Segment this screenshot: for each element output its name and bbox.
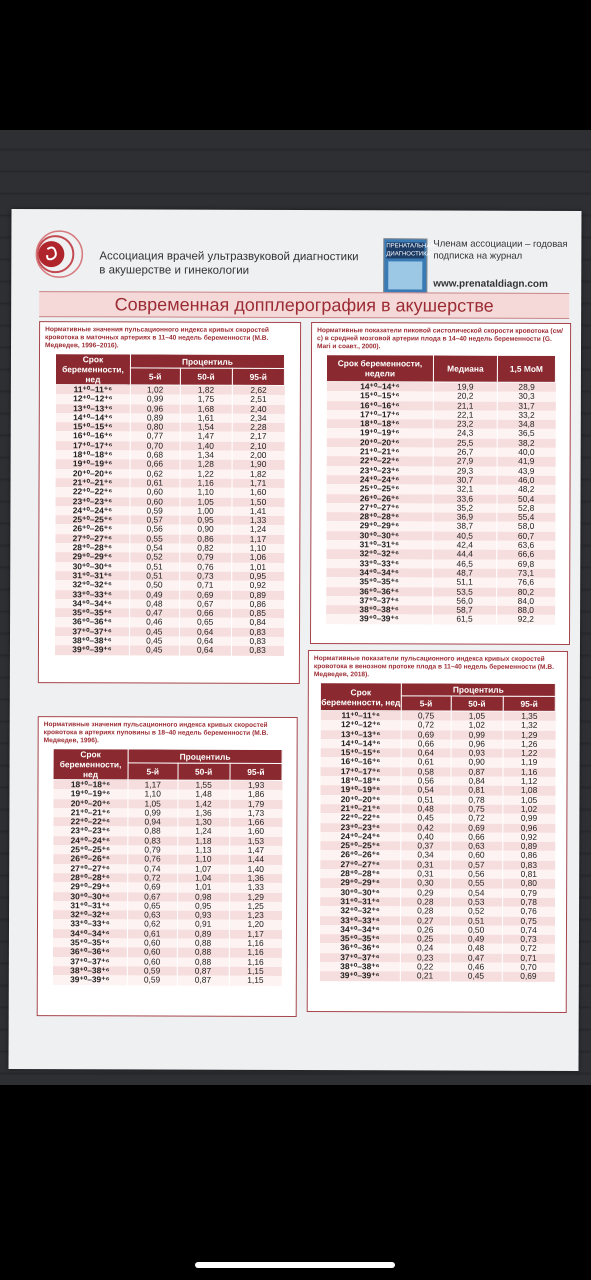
mca-header-median: Медиана <box>433 354 498 383</box>
journal-cover-image <box>388 261 423 290</box>
ductus-header-term: Срок беременности, нед <box>320 682 402 711</box>
poster-header: Ассоциация врачей ультразвуковой диагнос… <box>11 209 581 295</box>
table-row: 39⁺⁰–39⁺⁶ 61,5 92,2 <box>325 614 555 625</box>
ductus-header-p5: 5-й <box>401 695 451 712</box>
table-cell-value: 0,69 <box>502 971 555 982</box>
table-cell-value: 0,45 <box>449 971 503 982</box>
table-cell-value: 0,59 <box>127 975 177 986</box>
table-row: 39⁺⁰–39⁺⁶ 0,59 0,87 1,15 <box>52 974 282 986</box>
uterine-header-percentile: Процентиль <box>130 353 285 369</box>
uterine-artery-card: Нормативные значения пульсационного инде… <box>37 321 302 685</box>
journal-cover: ПРЕНАТАЛЬНАЯ ДИАГНОСТИКА <box>383 238 435 295</box>
table-cell-value: 0,45 <box>129 645 179 656</box>
table-cell-term: 39⁺⁰–39⁺⁶ <box>52 974 128 985</box>
umbilical-table: Срок беременности, нед Процентиль 5-й 50… <box>52 748 283 986</box>
poster-title: Современная допплерография в акушерстве <box>114 294 494 316</box>
poster: Ассоциация врачей ультразвуковой диагнос… <box>8 209 582 1071</box>
title-banner: Современная допплерография в акушерстве <box>39 291 570 319</box>
member-note-line2: подписка на журнал <box>433 250 523 262</box>
photo: Ассоциация врачей ультразвуковой диагнос… <box>0 130 591 1085</box>
journal-title: ПРЕНАТАЛЬНАЯ ДИАГНОСТИКА <box>386 242 435 259</box>
uterine-caption: Нормативные значения пульсационного инде… <box>45 326 269 350</box>
table-cell-value: 0,87 <box>176 975 230 986</box>
umbilical-header-p5: 5-й <box>128 763 178 781</box>
table-cell-term: 39⁺⁰–39⁺⁶ <box>319 970 401 981</box>
table-cell-value: 0,83 <box>231 645 284 656</box>
umbilical-artery-card: Нормативные значения пульсационного инде… <box>36 716 298 1018</box>
umbilical-header-percentile: Процентиль <box>128 748 283 764</box>
member-note-line1: Членам ассоциации – годовая <box>433 238 568 250</box>
association-name-line1: Ассоциация врачей ультразвуковой диагнос… <box>99 250 359 264</box>
umbilical-header-p50: 50-й <box>177 763 230 781</box>
table-row: 39⁺⁰–39⁺⁶ 0,21 0,45 0,69 <box>319 970 555 982</box>
association-logo-icon <box>35 230 84 278</box>
ductus-header-percentile: Процентиль <box>401 682 556 697</box>
mca-header-term: Срок беременности, недели <box>326 354 434 382</box>
table-cell-value: 92,2 <box>496 614 555 625</box>
home-indicator[interactable] <box>195 1262 395 1268</box>
table-row: 39⁺⁰–39⁺⁶ 0,45 0,64 0,83 <box>54 645 284 656</box>
ductus-header-p95: 95-й <box>503 696 556 712</box>
mca-header-mom: 1,5 МоМ <box>497 355 556 383</box>
uterine-table-body: 11⁺⁰–11⁺⁶ 1,02 1,82 2,62 12⁺⁰–12⁺⁶ 0,99 1,75 2,… <box>54 384 285 656</box>
table-cell-value: 0,64 <box>178 645 232 656</box>
umbilical-header-term: Срок беременности, нед <box>53 748 129 780</box>
member-note: Членам ассоциации – годовая подписка на … <box>433 238 573 262</box>
umbilical-table-body: 18⁺⁰–18⁺⁶ 1,17 1,55 1,93 19⁺⁰–19⁺⁶ 1,10 1,48 1,… <box>52 779 283 986</box>
uterine-header-term: Срок беременности, нед <box>55 353 131 385</box>
uterine-table: Срок беременности, нед Процентиль 5-й 50… <box>54 353 285 656</box>
uterine-header-p5: 5-й <box>130 368 180 386</box>
ductus-venosus-card: Нормативные показатели пульсационного ин… <box>306 650 568 1013</box>
uterine-header-p50: 50-й <box>179 368 233 386</box>
table-cell-value: 0,21 <box>400 971 450 982</box>
table-cell-term: 39⁺⁰–39⁺⁶ <box>54 645 130 656</box>
mca-table: Срок беременности, недели Медиана 1,5 Мо… <box>325 354 556 625</box>
ductus-caption: Нормативные показатели пульсационного ин… <box>313 655 554 679</box>
table-cell-value: 61,5 <box>432 614 497 625</box>
umbilical-header-p95: 95-й <box>229 763 283 781</box>
ductus-table-body: 11⁺⁰–11⁺⁶ 0,75 1,05 1,35 12⁺⁰–12⁺⁶ 0,72 1,02 1,… <box>319 710 556 982</box>
mca-caption: Нормативные показатели пиковой систоличе… <box>317 327 563 351</box>
association-name-line2: в акушерстве и гинекологии <box>99 264 250 277</box>
ductus-header-p50: 50-й <box>450 696 504 712</box>
ductus-table: Срок беременности, нед Процентиль 5-й 50… <box>319 682 556 982</box>
association-name: Ассоциация врачей ультразвуковой диагнос… <box>99 249 369 278</box>
website-url: www.prenataldiagn.com <box>433 278 548 290</box>
table-cell-value: 1,15 <box>229 975 282 986</box>
mca-card: Нормативные показатели пиковой систоличе… <box>309 322 572 645</box>
mca-table-body: 14⁺⁰–14⁺⁶ 19,9 28,9 15⁺⁰–15⁺⁶ 20,2 30,3 16⁺⁰–1… <box>325 381 556 625</box>
uterine-header-p95: 95-й <box>232 368 285 386</box>
umbilical-caption: Нормативные значения пульсационного инде… <box>43 721 269 745</box>
table-cell-term: 39⁺⁰–39⁺⁶ <box>325 614 433 625</box>
